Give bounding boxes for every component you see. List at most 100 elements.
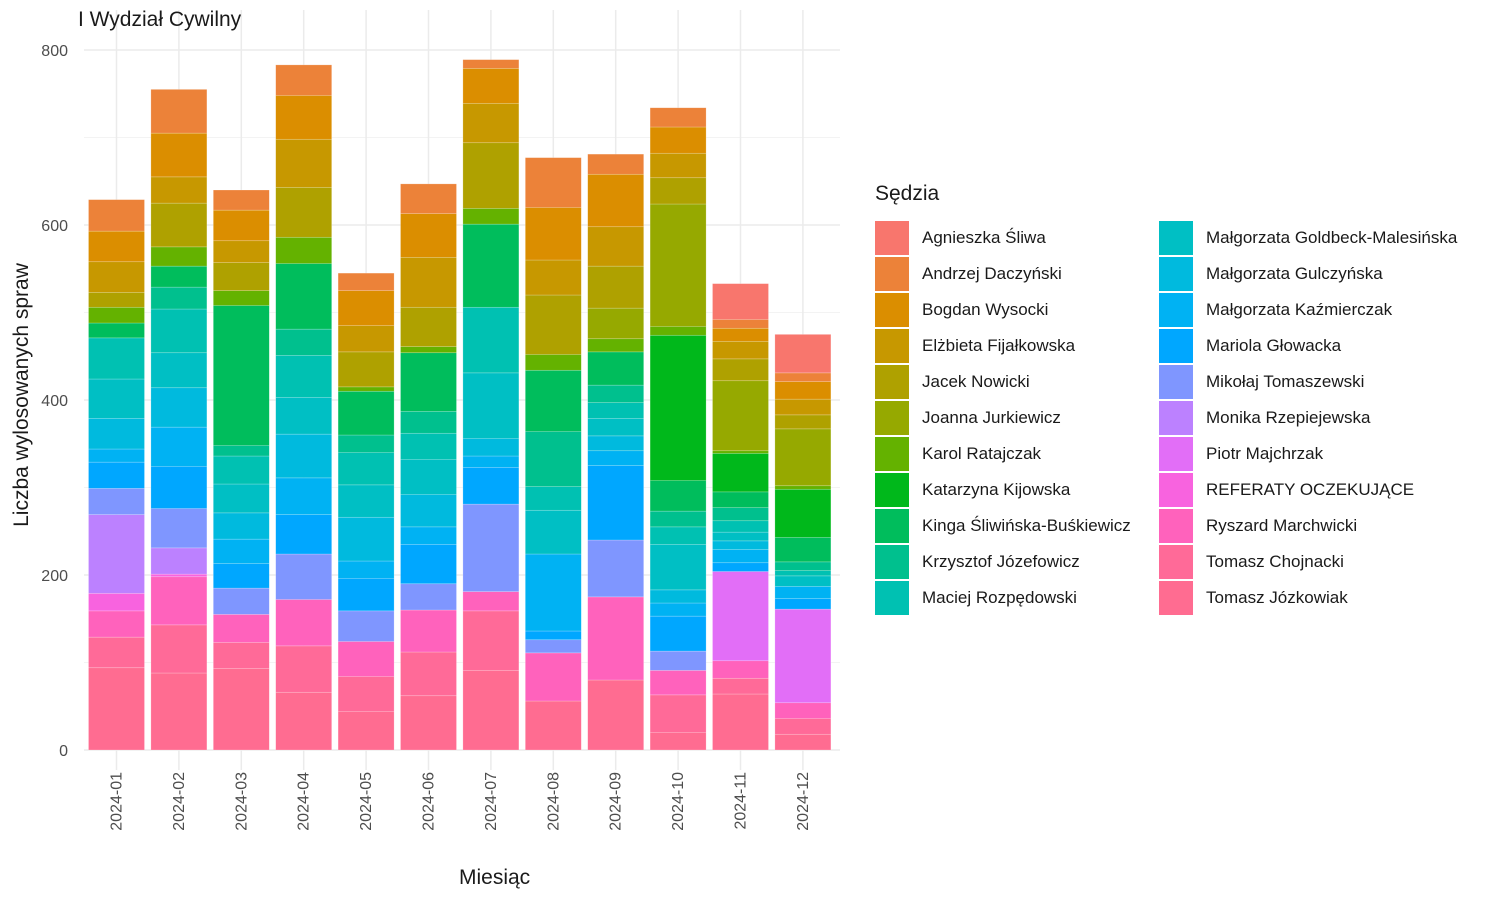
legend-items: Agnieszka Śliwa Andrzej Daczyński Bogdan W… (875, 220, 1489, 616)
legend-swatch (1159, 473, 1193, 507)
bar-segment (337, 711, 395, 751)
bar-segment (774, 702, 832, 719)
legend-label: Krzysztof Józefowicz (922, 552, 1080, 571)
bar-segment (213, 668, 270, 751)
bar-segment (524, 354, 582, 371)
bar-segment (337, 578, 395, 612)
bar-segment (400, 526, 457, 545)
bar-segment (587, 402, 645, 419)
bar-segment (462, 591, 520, 612)
bar-segment (712, 571, 769, 662)
bar-segment (275, 433, 333, 479)
bar-segment (213, 189, 270, 211)
bar-segment (150, 246, 208, 267)
bar-segment (712, 453, 769, 493)
bar-segment (400, 306, 457, 347)
bar-segment (400, 583, 457, 611)
bar-segment (275, 187, 333, 238)
bar-segment (150, 265, 208, 288)
bar-segment (150, 466, 208, 509)
bar-segment (649, 670, 707, 696)
bar-segment (587, 384, 645, 403)
bar-segment (712, 341, 769, 360)
legend-swatch (1159, 545, 1193, 579)
bar-segment (524, 652, 582, 702)
bars (88, 59, 832, 751)
x-tick-label: 2024-12 (795, 772, 812, 831)
legend-label: Bogdan Wysocki (922, 300, 1049, 319)
legend-item: Tomasz Józkowiak (1159, 580, 1489, 616)
bar-segment (88, 593, 145, 612)
bar-segment (587, 450, 645, 466)
bar-segment (275, 553, 333, 600)
x-tick-label: 2024-06 (421, 772, 438, 831)
bar-segment (524, 207, 582, 261)
bar-segment (88, 378, 145, 419)
bar-segment (150, 547, 208, 575)
legend-label: Mikołaj Tomaszewski (1206, 372, 1365, 391)
bar-segment (88, 261, 145, 293)
x-tick-label: 2024-02 (171, 772, 188, 831)
bar-segment (649, 602, 707, 617)
legend-label: Jacek Nowicki (922, 372, 1030, 391)
bar-segment (462, 103, 520, 144)
bar-segment (462, 306, 520, 374)
bar-segment (150, 286, 208, 310)
bar-segment (712, 358, 769, 382)
bar-segment (587, 596, 645, 681)
legend-swatch (1159, 365, 1193, 399)
bar-segment (712, 491, 769, 508)
bar-segment (524, 259, 582, 296)
bar-segment (774, 414, 832, 430)
bar-segment (150, 576, 208, 626)
legend-swatch (875, 365, 909, 399)
bar-segment (649, 480, 707, 512)
bar-segment (400, 183, 457, 214)
chart-title: I Wydział Cywilny (78, 8, 242, 31)
bar-segment (400, 257, 457, 308)
bar-segment (88, 306, 145, 324)
bar-segment (649, 732, 707, 751)
bar-segment (712, 507, 769, 522)
bar-segment (774, 485, 832, 490)
bar-segment (462, 503, 520, 592)
bar-segment (150, 508, 208, 549)
bar-segment (774, 488, 832, 538)
y-tick-label: 800 (41, 43, 68, 60)
bar-segment (587, 351, 645, 386)
bar-segment (712, 520, 769, 533)
legend-label: Karol Ratajczak (922, 444, 1042, 463)
legend-item: Małgorzata Kaźmierczak (1159, 292, 1489, 328)
x-tick-label: 2024-10 (670, 772, 687, 831)
bar-segment (774, 428, 832, 487)
legend-item: Kinga Śliwińska-Buśkiewicz (875, 508, 1159, 544)
bar-segment (774, 608, 832, 704)
legend-label: Monika Rzepiejewska (1206, 408, 1371, 427)
bar-segment (337, 610, 395, 642)
y-tick-label: 0 (59, 743, 68, 760)
bar-segment (524, 639, 582, 654)
bar-segment (213, 262, 270, 291)
legend-swatch (875, 473, 909, 507)
legend-label: Katarzyna Kijowska (922, 480, 1071, 499)
bar-segment (400, 346, 457, 354)
bar-segment (213, 563, 270, 589)
bar-segment (213, 483, 270, 514)
legend-item: Ryszard Marchwicki (1159, 508, 1489, 544)
legend-label: Andrzej Daczyński (922, 264, 1062, 283)
bar-segment (150, 89, 208, 134)
bar-segment (150, 202, 208, 248)
bar-segment (712, 380, 769, 452)
bar-segment (275, 95, 333, 140)
bar-segment (88, 667, 145, 751)
y-tick-label: 600 (41, 218, 68, 235)
legend-label: Ryszard Marchwicki (1206, 516, 1358, 535)
bar-segment (649, 107, 707, 128)
bar-segment (88, 337, 145, 380)
x-tick-label: 2024-04 (296, 772, 313, 831)
legend-swatch (875, 509, 909, 543)
legend-swatch (875, 437, 909, 471)
legend-label: Joanna Jurkiewicz (922, 408, 1061, 427)
bar-segment (649, 126, 707, 154)
